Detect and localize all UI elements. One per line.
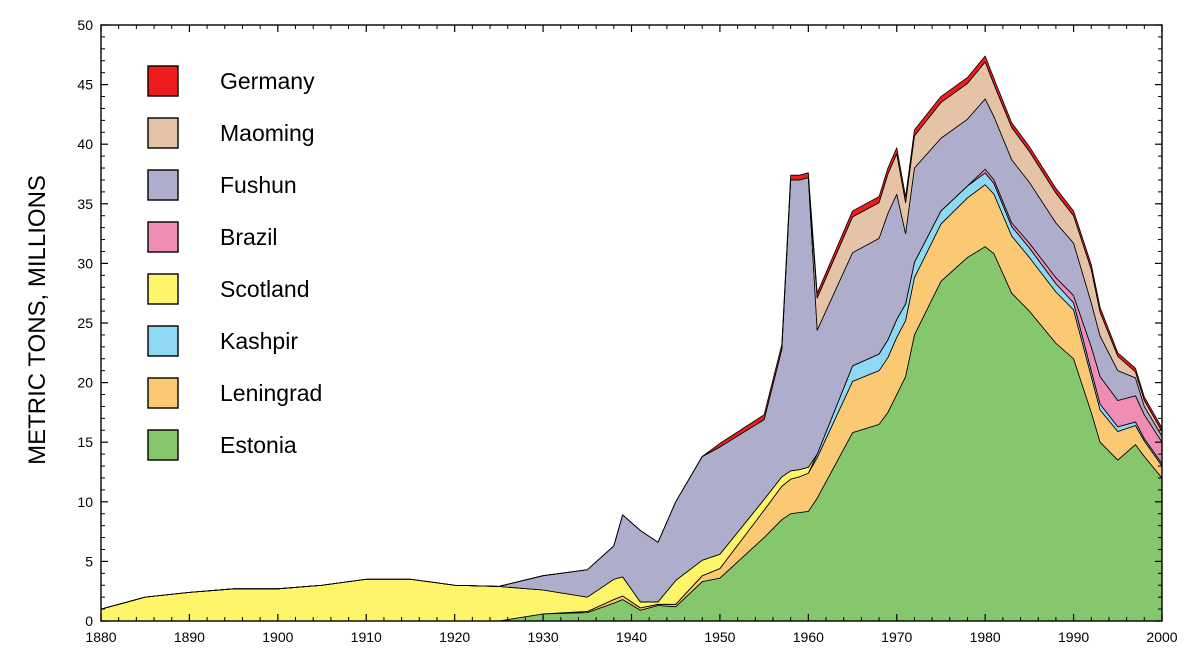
legend-swatch-fushun: [147, 169, 179, 201]
y-axis: 0 5 10 15 20 25 30 35 40 45 50: [77, 17, 1162, 629]
y-tick-label: 50: [77, 17, 93, 33]
x-tick-label: 1880: [85, 629, 116, 645]
x-tick-label: 1920: [439, 629, 470, 645]
y-tick-label: 10: [77, 494, 93, 510]
x-tick-label: 1910: [351, 629, 382, 645]
legend-label-leningrad: Leningrad: [220, 380, 322, 406]
legend-label-brazil: Brazil: [220, 224, 278, 250]
x-tick-label: 1980: [970, 629, 1001, 645]
legend-swatch-maoming: [147, 117, 179, 149]
legend-label-germany: Germany: [220, 68, 315, 94]
legend-swatch-estonia: [147, 429, 179, 461]
y-tick-label: 25: [77, 315, 93, 331]
legend-swatch-scotland: [147, 273, 179, 305]
x-tick-label: 1950: [704, 629, 735, 645]
x-tick-label: 1930: [528, 629, 559, 645]
legend-swatch-brazil: [147, 221, 179, 253]
y-tick-label: 20: [77, 375, 93, 391]
y-tick-label: 5: [85, 553, 93, 569]
y-axis-label: METRIC TONS, MILLIONS: [24, 175, 51, 465]
x-tick-label: 1960: [793, 629, 824, 645]
y-tick-label: 40: [77, 136, 93, 152]
x-tick-label: 2000: [1146, 629, 1177, 645]
x-tick-label: 1940: [616, 629, 647, 645]
y-tick-label: 30: [77, 255, 93, 271]
x-axis: 1880 1890 1900 1910 1920 1930 1940 1950 1960 1970…: [85, 25, 1178, 645]
x-tick-label: 1890: [174, 629, 205, 645]
legend-label-estonia: Estonia: [220, 432, 297, 458]
legend-swatch-kashpir: [147, 325, 179, 357]
legend-label-scotland: Scotland: [220, 276, 310, 302]
legend-label-kashpir: Kashpir: [220, 328, 298, 354]
legend-label-fushun: Fushun: [220, 172, 297, 198]
x-tick-label: 1900: [262, 629, 293, 645]
y-tick-label: 15: [77, 434, 93, 450]
y-tick-label: 35: [77, 196, 93, 212]
legend-swatch-germany: [147, 65, 179, 97]
y-tick-label: 0: [85, 613, 93, 629]
legend-label-maoming: Maoming: [220, 120, 315, 146]
x-tick-label: 1970: [881, 629, 912, 645]
legend-swatch-leningrad: [147, 377, 179, 409]
x-tick-label: 1990: [1058, 629, 1089, 645]
y-tick-label: 45: [77, 77, 93, 93]
legend: Germany Maoming Fushun Brazil Scotland Kashpi…: [147, 65, 322, 461]
